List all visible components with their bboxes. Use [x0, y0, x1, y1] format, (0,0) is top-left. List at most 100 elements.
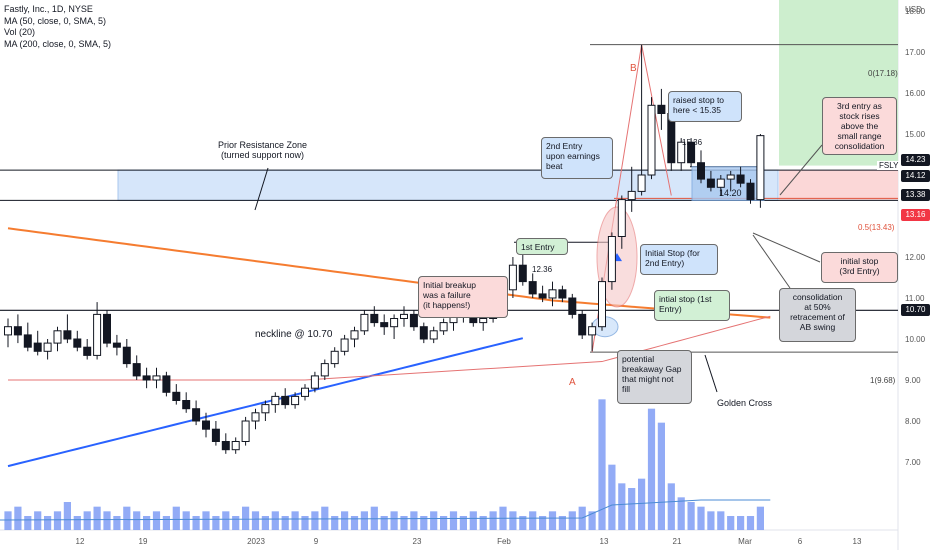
x-tick-label: 2023 — [247, 537, 265, 546]
volume-bar — [737, 516, 745, 530]
y-tick-label: 9.00 — [905, 376, 921, 385]
volume-bar — [717, 511, 725, 530]
volume-bar — [162, 516, 170, 530]
candle-body — [558, 289, 567, 299]
candle-body — [548, 289, 557, 299]
candle-body — [380, 322, 389, 328]
candle-body — [162, 375, 171, 393]
volume-bar — [667, 483, 675, 530]
volume-bar — [321, 506, 329, 530]
candle-body — [93, 313, 102, 356]
y-tick-label: 7.00 — [905, 458, 921, 467]
candle-body — [63, 330, 72, 340]
volume-bar — [350, 516, 359, 530]
x-tick-label: 13 — [853, 537, 862, 546]
volume-bar — [103, 511, 111, 530]
volume-bar — [123, 506, 131, 530]
candle-body — [172, 391, 181, 401]
x-tick-label: 19 — [139, 537, 148, 546]
candle-body — [716, 178, 725, 188]
candle-body — [13, 326, 22, 336]
point-a-label: A — [569, 377, 576, 388]
volume-bar — [479, 516, 487, 530]
volume-bar — [172, 506, 180, 530]
gap-note: potential breakaway Gap that might not f… — [617, 350, 692, 404]
third-entry-connector — [779, 144, 823, 196]
volume-bar — [4, 511, 12, 530]
volume-bar — [360, 511, 368, 530]
candle-body — [746, 182, 755, 201]
x-tick-label: 13 — [600, 537, 609, 546]
candle-body — [568, 297, 577, 315]
candle-body — [409, 313, 418, 328]
candle-body — [142, 375, 151, 381]
x-tick-label: 12 — [76, 537, 85, 546]
candle-body — [261, 404, 270, 414]
fib-mid-label: 0.5(13.43) — [858, 223, 895, 232]
x-tick-label: Mar — [738, 537, 752, 546]
volume-bar — [677, 497, 685, 530]
y-tick-label: 16.00 — [905, 89, 926, 98]
volume-bar — [529, 511, 537, 530]
x-tick-label: 6 — [798, 537, 803, 546]
volume-bar — [222, 511, 230, 530]
legend-title: Fastly, Inc., 1D, NYSE — [4, 4, 93, 14]
volume-bar — [192, 516, 200, 530]
volume-bar — [628, 488, 636, 530]
candle-body — [400, 313, 408, 319]
volume-bar — [93, 506, 101, 530]
volume-bar — [380, 516, 388, 530]
y-tick-label: 18.00 — [905, 7, 926, 16]
volume-bar — [63, 502, 71, 530]
x-tick-label: 21 — [673, 537, 682, 546]
volume-bar — [400, 516, 408, 530]
candle-body — [370, 313, 379, 324]
raised-stop-note: raised stop to here < 15.35 — [668, 91, 742, 122]
candle-body — [271, 395, 280, 406]
candle-body — [33, 342, 42, 352]
candle-body — [4, 326, 12, 336]
candle-body — [429, 330, 438, 340]
candle-body — [221, 441, 230, 451]
y-tick-label: 8.00 — [905, 417, 921, 426]
candle-body — [103, 313, 111, 344]
volume-bar — [212, 516, 220, 530]
volume-ma-line — [0, 499, 771, 521]
candle-body — [528, 281, 537, 295]
volume-bar — [152, 511, 161, 530]
legend-ma50: MA (50, close, 0, SMA, 5) — [4, 15, 107, 26]
stop-zone — [779, 170, 898, 201]
candle-body — [439, 322, 448, 332]
candle-body — [320, 363, 329, 377]
candle-body — [112, 342, 121, 348]
volume-bar — [202, 511, 210, 530]
candle-body — [192, 408, 201, 422]
volume-bar — [311, 511, 319, 530]
candle-body — [518, 264, 527, 283]
volume-bar — [44, 516, 52, 530]
candle-body — [538, 293, 547, 299]
candle-body — [706, 178, 715, 188]
volume-bar — [242, 506, 250, 530]
volume-bar — [657, 422, 665, 530]
volume-bar — [83, 511, 91, 530]
y-tick-label: 12.00 — [905, 253, 926, 262]
volume-bar — [133, 511, 141, 530]
candle-body — [677, 141, 686, 164]
candle-body — [756, 135, 765, 201]
candle-body — [588, 326, 597, 336]
fib-top-label: 0(17.18) — [868, 69, 898, 78]
initial-breakup-note: Initial breakup was a failure (it happen… — [418, 276, 508, 318]
candle-body — [211, 428, 220, 443]
volume-bar — [440, 516, 448, 530]
volume-bar — [182, 511, 190, 530]
volume-bar — [647, 408, 656, 530]
candle-body — [350, 330, 359, 340]
legend-vol: Vol (20) — [4, 27, 36, 37]
candle-body — [23, 334, 32, 348]
level-1236-label: 12.36 — [532, 265, 553, 274]
candle-body — [598, 281, 606, 328]
price-tag: 13.38 — [901, 189, 930, 202]
resistance-arrow — [254, 167, 269, 211]
